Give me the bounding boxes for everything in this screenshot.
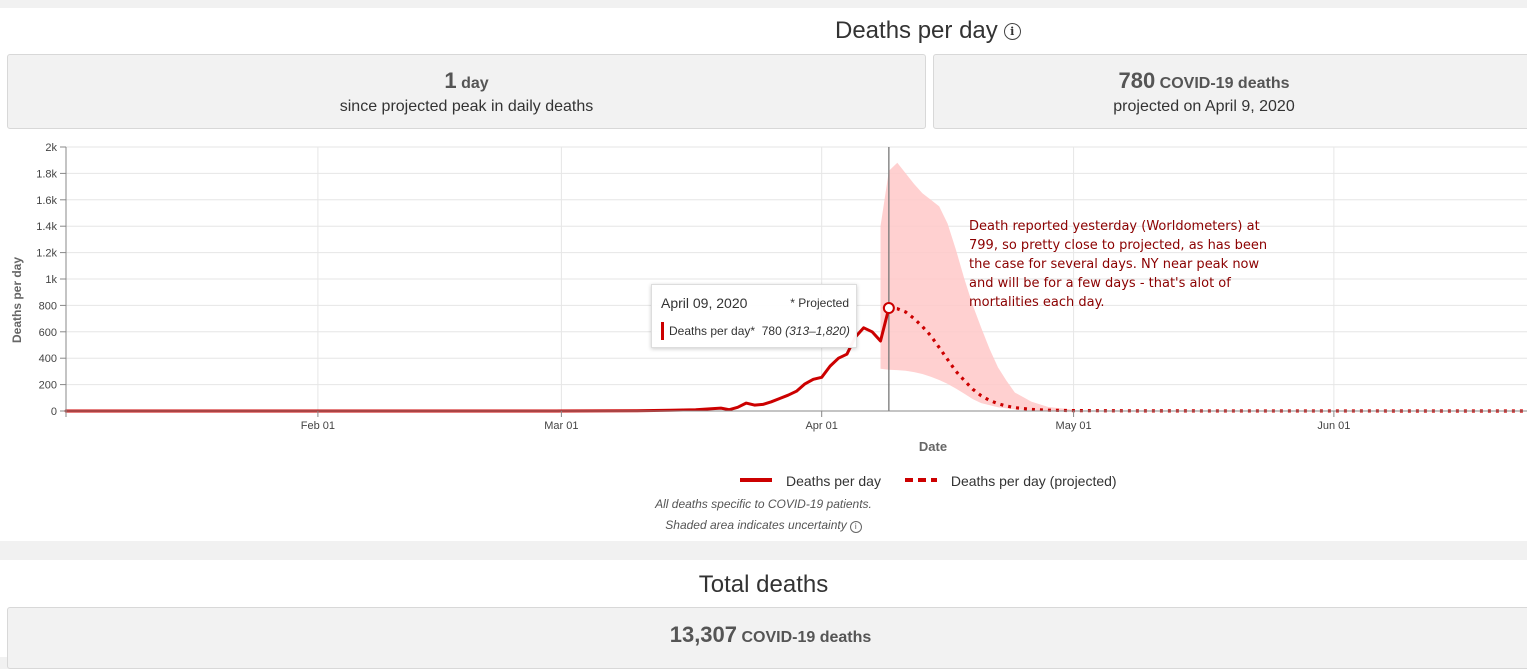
uncertainty-band [880, 162, 1074, 411]
legend-item-actual[interactable]: Deaths per day [740, 473, 881, 489]
annotation-note: Death reported yesterday (Worldometers) … [969, 219, 1268, 310]
chart-tooltip: April 09, 2020 * Projected Deaths per da… [651, 284, 857, 348]
tooltip-series-swatch [661, 322, 664, 340]
legend-swatch-dashed [904, 478, 937, 482]
peak-stat-unit: day [461, 75, 489, 92]
y-axis-label: Deaths per day [10, 257, 24, 343]
y-tick-label: 400 [39, 353, 57, 365]
y-tick-label: 600 [39, 327, 57, 339]
projection-stat-value: 780 [1118, 68, 1156, 93]
footnote-uncertainty: Shaded area indicates uncertainty [665, 518, 847, 532]
peak-stat-box: 1 day since projected peak in daily deat… [7, 54, 926, 129]
chart-legend: Deaths per day Deaths per day (projected… [740, 473, 1137, 489]
chart-grid [60, 146, 1527, 412]
deaths-per-day-title-wrap: Deaths per day i [835, 17, 1021, 45]
deaths-per-day-card: Deaths per day i 1 day since projected pe… [0, 8, 1527, 541]
projected-series-line [888, 306, 1527, 413]
x-tick-label: Mar 01 [544, 420, 578, 432]
x-tick-label: Apr 01 [805, 420, 837, 432]
footnote-deaths: All deaths specific to COVID-19 patients… [655, 497, 872, 511]
tooltip-value: 780 [761, 324, 782, 338]
legend-item-projected[interactable]: Deaths per day (projected) [904, 473, 1117, 489]
x-tick-label: May 01 [1056, 420, 1092, 432]
projection-stat-subtitle: projected on April 9, 2020 [1113, 98, 1295, 115]
projection-stat-box: 780 COVID-19 deaths projected on April 9… [933, 54, 1527, 129]
footnote-uncertainty-wrap: Shaded area indicates uncertainty i [0, 518, 1527, 533]
hover-point-marker [882, 302, 895, 315]
y-tick-label: 200 [39, 380, 57, 392]
y-tick-label: 0 [51, 406, 57, 418]
tooltip-projected-flag: * Projected [790, 296, 849, 310]
tooltip-date: April 09, 2020 [661, 295, 748, 311]
y-tick-label: 1.8k [36, 168, 57, 180]
y-tick-label: 1.6k [36, 195, 57, 207]
legend-label-actual: Deaths per day [786, 473, 881, 489]
projection-stat-unit: COVID-19 deaths [1159, 75, 1290, 92]
tooltip-row: Deaths per day* 780 (313–1,820) [661, 322, 850, 340]
x-tick-label: Jun 01 [1317, 420, 1350, 432]
legend-label-projected: Deaths per day (projected) [950, 473, 1117, 489]
uncertainty-band-layer [880, 162, 1074, 411]
info-icon[interactable]: i [1003, 23, 1021, 40]
tooltip-range: (313–1,820) [785, 324, 850, 338]
y-tick-label: 2k [45, 142, 57, 154]
small-info-icon[interactable]: i [849, 521, 862, 533]
y-tick-label: 800 [39, 300, 57, 312]
y-tick-label: 1.4k [36, 221, 57, 233]
y-tick-label: 1.2k [36, 248, 57, 260]
x-tick-label: Feb 01 [301, 420, 335, 432]
y-tick-label: 1k [45, 274, 57, 286]
total-stat-box: 13,307 COVID-19 deaths [7, 607, 1527, 669]
deaths-per-day-chart[interactable]: 0 200 400 600 800 1k 1.2k 1.4k 1.6k 1.8k 2k Feb 01 M… [0, 8, 1527, 541]
peak-stat-subtitle: since projected peak in daily deaths [339, 98, 594, 115]
total-stat-value: 13,307 [669, 622, 738, 647]
total-stat-unit: COVID-19 deaths [741, 629, 872, 646]
tooltip-series-label: Deaths per day* [669, 324, 756, 338]
chart-axes: 0 200 400 600 800 1k 1.2k 1.4k 1.6k 1.8k 2k Feb 01 M… [36, 142, 1527, 432]
deaths-per-day-title: Deaths per day [835, 17, 998, 44]
total-deaths-title: Total deaths [698, 571, 829, 598]
x-axis-label: Date [919, 439, 947, 454]
total-deaths-card: Total deaths 13,307 COVID-19 deaths [0, 560, 1527, 669]
legend-swatch-solid [740, 478, 772, 482]
peak-stat-value: 1 [444, 68, 457, 93]
